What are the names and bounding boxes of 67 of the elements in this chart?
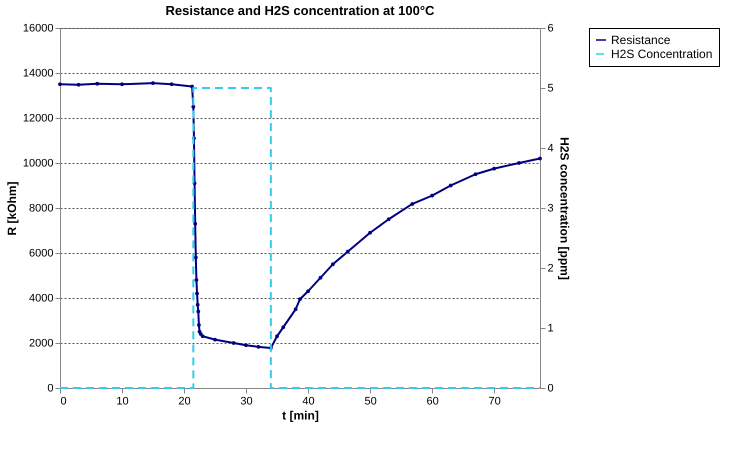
y2-tick-label: 5 xyxy=(548,82,554,94)
y2-tick-label: 4 xyxy=(548,142,554,154)
y2-tick-label: 0 xyxy=(548,382,554,394)
y2-axis-title: H2S concentration [ppm] xyxy=(558,137,572,280)
x-tick-label: 20 xyxy=(178,396,191,408)
x-tick-label: 0 xyxy=(60,396,67,408)
point xyxy=(95,82,100,86)
y2-tick-label: 1 xyxy=(548,322,554,334)
y2-tick-label: 3 xyxy=(548,202,554,214)
y2-tick-label: 2 xyxy=(548,262,554,274)
point xyxy=(244,343,248,348)
point xyxy=(194,256,198,260)
point xyxy=(120,82,124,86)
point xyxy=(195,292,199,296)
point xyxy=(517,161,521,165)
x-tick-label: 60 xyxy=(426,396,439,408)
point xyxy=(410,202,414,206)
x-tick-label: 70 xyxy=(488,396,501,408)
point xyxy=(76,82,80,87)
point xyxy=(194,278,198,282)
point xyxy=(346,250,350,254)
point xyxy=(492,166,496,170)
x-tick-label: 50 xyxy=(364,396,377,408)
chart-title: Resistance and H2S concentration at 100°C xyxy=(166,3,436,18)
point xyxy=(306,289,310,294)
point xyxy=(190,84,194,88)
x-tick-label: 30 xyxy=(240,396,253,408)
point xyxy=(196,302,200,307)
point xyxy=(197,323,201,327)
x-tick-label: 40 xyxy=(302,396,315,408)
point xyxy=(318,276,322,280)
point xyxy=(275,334,279,338)
y-tick-label: 4000 xyxy=(29,292,54,304)
y-tick-label: 2000 xyxy=(29,338,54,350)
x-tick-label: 10 xyxy=(116,396,129,408)
point xyxy=(281,325,286,330)
point xyxy=(213,338,217,342)
point xyxy=(298,297,302,301)
point xyxy=(196,310,200,314)
point xyxy=(448,184,453,188)
point xyxy=(170,82,174,86)
point xyxy=(200,334,205,338)
y-tick-label: 14000 xyxy=(22,68,54,80)
point xyxy=(151,81,155,85)
y-tick-label: 8000 xyxy=(29,202,54,214)
point xyxy=(474,172,478,176)
y-tick-label: 10000 xyxy=(22,158,54,170)
point xyxy=(430,194,434,198)
y-tick-label: 12000 xyxy=(22,112,54,124)
point xyxy=(538,156,542,160)
point xyxy=(193,222,198,226)
point xyxy=(368,230,372,235)
legend-label: Resistance xyxy=(611,33,671,47)
y-axis-title: R [kOhm] xyxy=(4,181,19,236)
point xyxy=(294,307,298,312)
point xyxy=(386,217,391,222)
y2-tick-label: 6 xyxy=(548,22,554,34)
point xyxy=(232,341,236,345)
point xyxy=(191,104,196,109)
y-tick-label: 16000 xyxy=(22,22,54,34)
legend-label: H2S Concentration xyxy=(611,47,712,61)
point xyxy=(58,82,62,86)
point xyxy=(256,344,260,349)
point xyxy=(330,262,335,266)
y-tick-label: 6000 xyxy=(29,248,54,260)
y-tick-label: 0 xyxy=(47,382,54,394)
x-axis-title: t [min] xyxy=(282,408,319,422)
